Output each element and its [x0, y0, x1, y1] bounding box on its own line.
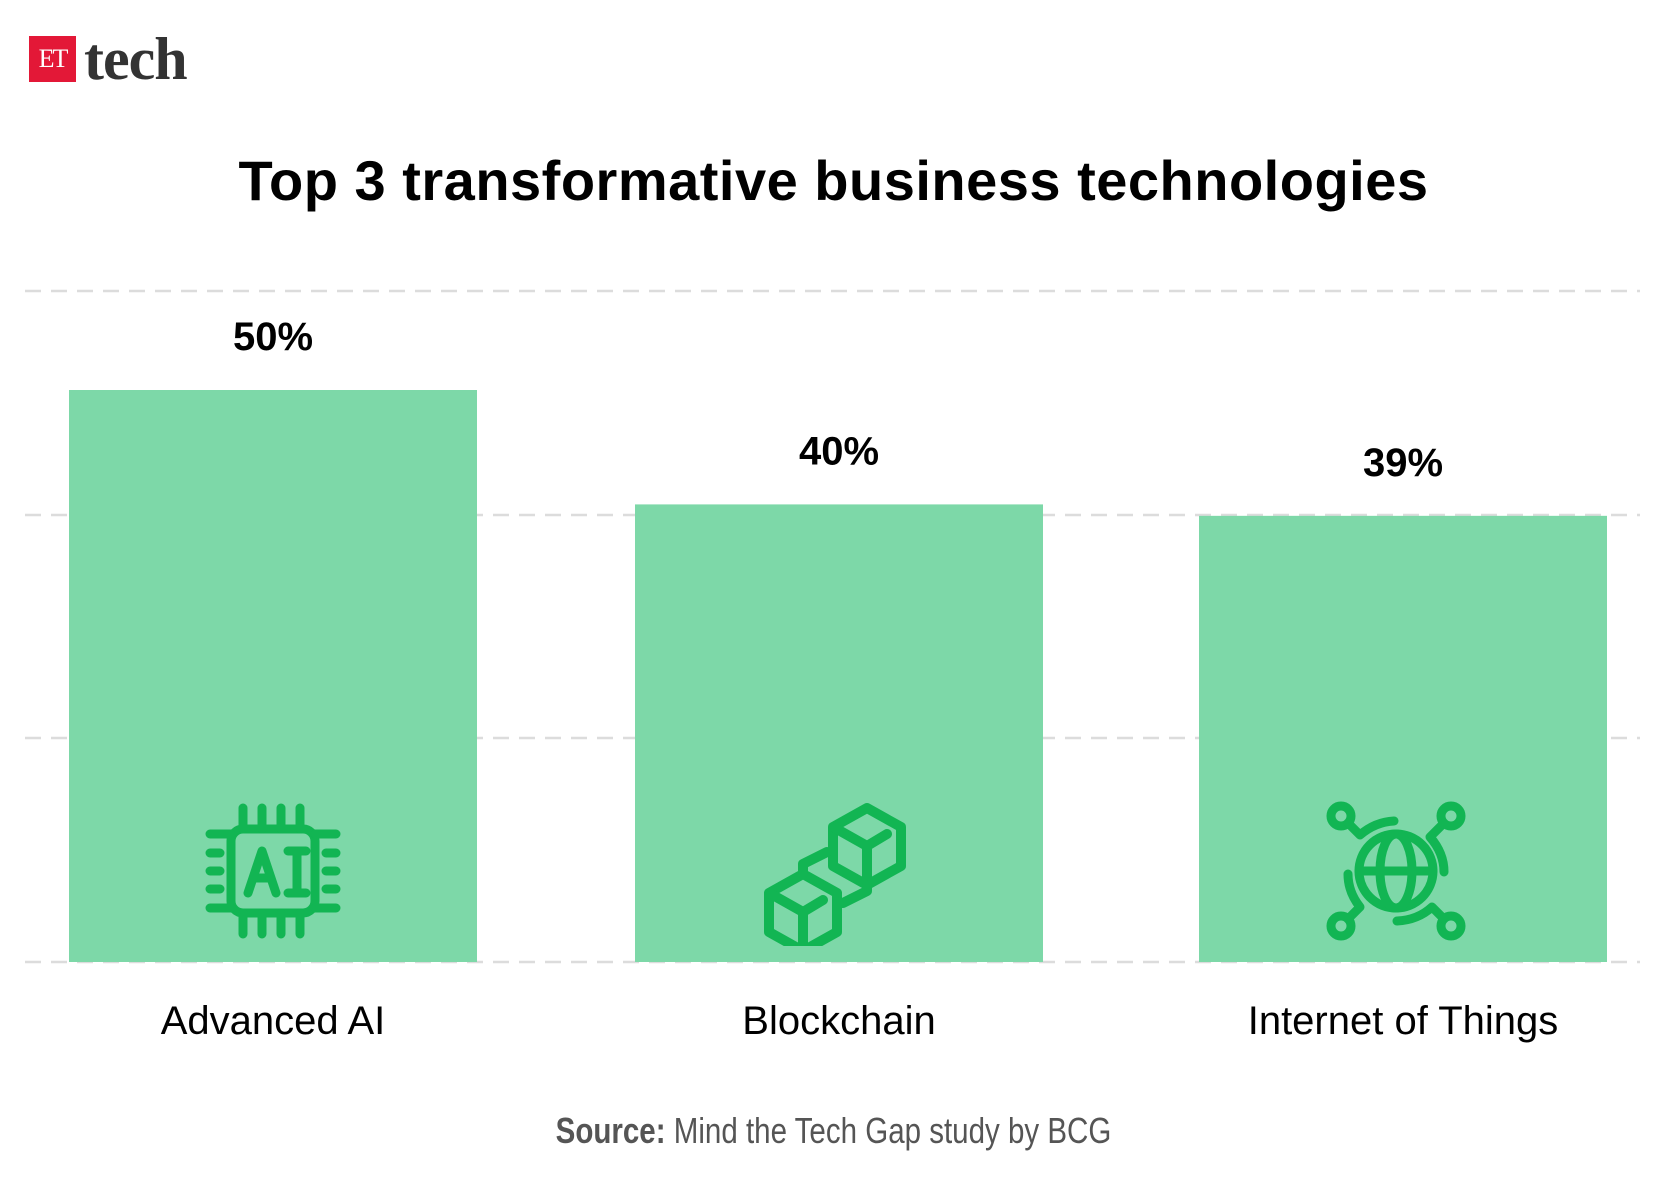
- ai-chip-icon: [205, 803, 341, 939]
- value-label-1: 40%: [799, 429, 879, 473]
- category-label-0: Advanced AI: [161, 999, 386, 1043]
- iot-globe-icon: [1326, 801, 1466, 941]
- source-label: Source:: [555, 1110, 666, 1151]
- category-label-1: Blockchain: [742, 999, 935, 1043]
- value-label-2: 39%: [1363, 441, 1443, 485]
- bar-1: [635, 504, 1043, 962]
- logo-tech-text: tech: [84, 26, 188, 92]
- source-note: Source: Mind the Tech Gap study by BCG: [150, 1110, 1517, 1152]
- et-tech-logo: ET tech: [29, 26, 188, 92]
- logo-et-badge: ET: [29, 36, 76, 82]
- value-label-0: 50%: [233, 315, 313, 359]
- category-label-2: Internet of Things: [1248, 999, 1559, 1043]
- source-text: Mind the Tech Gap study by BCG: [673, 1110, 1112, 1151]
- blockchain-cubes-icon: [764, 803, 906, 946]
- bars: [69, 390, 1607, 962]
- bar-0: [69, 390, 477, 962]
- chart-title: Top 3 transformative business technologi…: [238, 149, 1429, 212]
- bar-2: [1199, 515, 1607, 962]
